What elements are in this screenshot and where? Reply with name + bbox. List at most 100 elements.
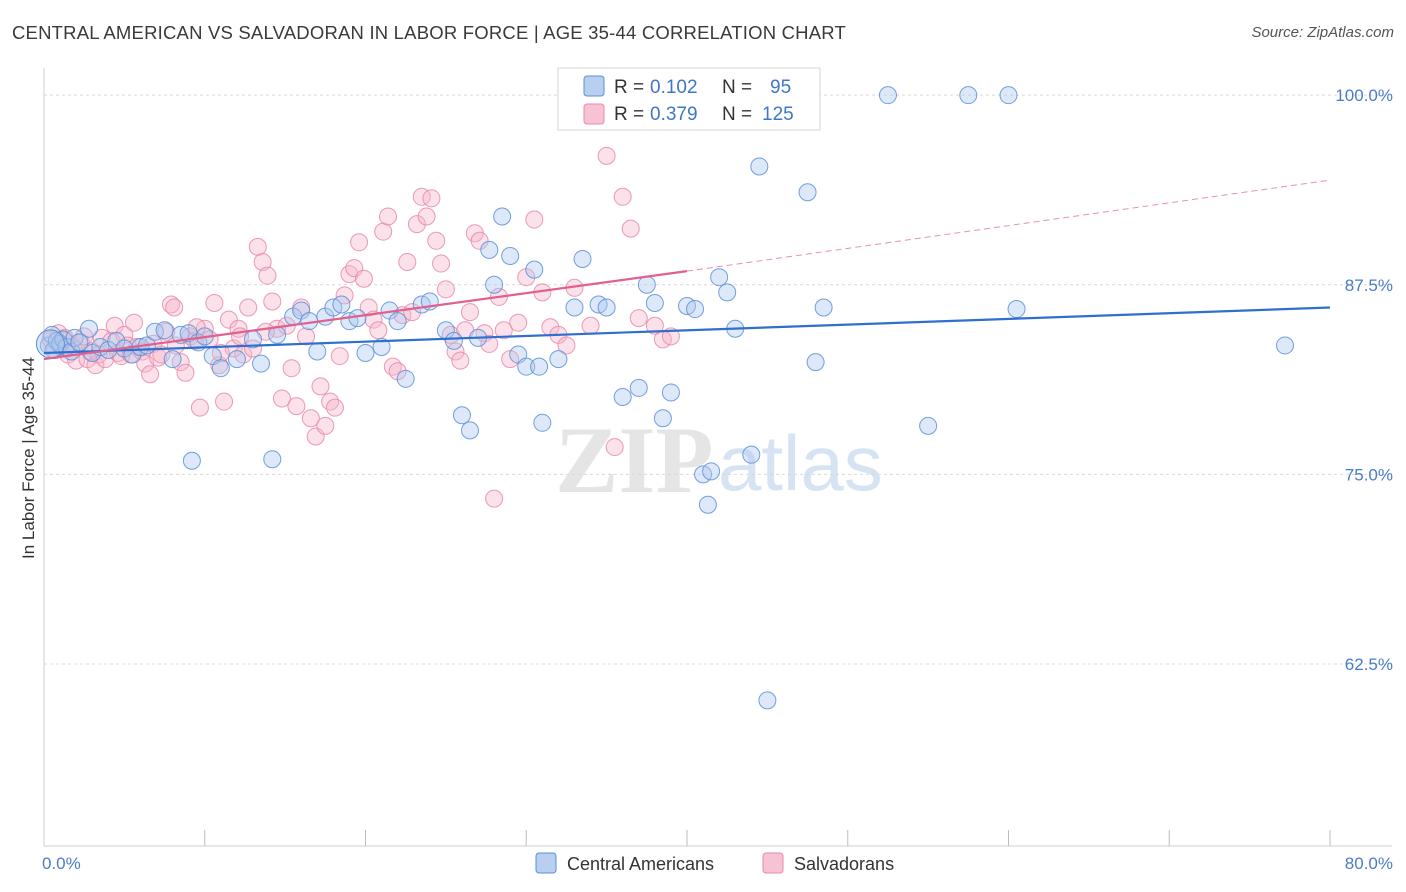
x-ticks: [204, 830, 1331, 846]
central-point-87: [878, 86, 897, 105]
salvadoran-point-49: [243, 339, 262, 358]
grid-lines: [44, 94, 1392, 665]
central-point-91: [1275, 336, 1294, 355]
salvadoran-point-53: [263, 292, 282, 311]
y-axis-label: In Labor Force | Age 35-44: [19, 357, 38, 559]
salvadoran-point-60: [297, 327, 316, 346]
central-trend-line: [43, 306, 1331, 355]
salvadoran-point-32: [161, 295, 180, 314]
central-point-67: [613, 388, 632, 407]
salvadoran-point-48: [239, 298, 258, 317]
y-tick-label-3: 100.0%: [1335, 86, 1393, 105]
salvadoran-point-85: [417, 207, 436, 226]
watermark-zip: ZIP: [555, 407, 713, 513]
legend-top-swatch-salvadoran: [583, 103, 605, 125]
salvadoran-point-66: [325, 398, 344, 417]
central-point-68: [629, 378, 648, 397]
central-point-58: [517, 357, 536, 376]
central-point-85: [806, 353, 825, 372]
legend-top: R = 0.102 N = 95 R = 0.379 N = 125: [557, 67, 821, 131]
salvadoran-point-76: [374, 222, 393, 241]
source-label: Source: ZipAtlas.com: [1251, 24, 1394, 41]
central-point-35: [308, 342, 327, 361]
y-tick-labels: 62.5% 75.0% 87.5% 100.0%: [1335, 86, 1393, 674]
central-point-86: [814, 298, 833, 317]
x-tick-label-max: 80.0%: [1345, 854, 1393, 873]
salvadoran-point-105: [525, 210, 544, 229]
salvadoran-point-61: [301, 409, 320, 428]
central-point-50: [452, 406, 471, 425]
central-point-76: [698, 495, 717, 514]
salvadoran-point-113: [605, 438, 624, 457]
central-point-60: [530, 357, 549, 376]
legend-top-r-label-1: R =: [614, 77, 644, 98]
legend-top-n-label-2: N =: [722, 104, 752, 125]
central-point-64: [573, 249, 592, 268]
central-point-55: [493, 207, 512, 226]
central-point-51: [460, 421, 479, 440]
central-point-90: [1007, 300, 1026, 319]
central-point-71: [653, 409, 672, 428]
salvadoran-point-115: [621, 219, 640, 238]
central-point-27: [211, 359, 230, 378]
salvadoran-point-55: [272, 389, 291, 408]
central-point-89: [999, 86, 1018, 105]
legend-bottom: Central Americans Salvadorans: [535, 852, 894, 874]
legend-top-swatch-central: [583, 75, 605, 97]
central-point-84: [798, 183, 817, 202]
salvadoran-point-17: [105, 316, 124, 335]
central-point-38: [332, 295, 351, 314]
salvadoran-point-58: [287, 397, 306, 416]
salvadoran-point-92: [451, 351, 470, 370]
salvadoran-point-43: [215, 392, 234, 411]
salvadoran-point-117: [645, 316, 664, 335]
salvadoran-point-41: [205, 293, 224, 312]
central-point-69: [637, 275, 656, 294]
salvadoran-point-65: [321, 392, 340, 411]
central-point-54: [485, 275, 504, 294]
central-point-83: [758, 691, 777, 710]
salvadoran-point-71: [350, 233, 369, 252]
salvadoran-point-67: [330, 347, 349, 366]
salvadoran-point-84: [412, 187, 431, 206]
central-point-3: [47, 331, 66, 350]
salvadoran-point-77: [379, 207, 398, 226]
x-tick-label-min: 0.0%: [42, 854, 81, 873]
trend-lines: [43, 179, 1331, 361]
central-point-42: [372, 337, 391, 356]
central-point-30: [252, 354, 271, 373]
salvadoran-point-72: [354, 269, 373, 288]
salvadoran-point-38: [190, 398, 209, 417]
central-point-10: [80, 319, 99, 338]
salvadoran-point-87: [427, 231, 446, 250]
legend-top-n-value-1: 95: [770, 77, 791, 98]
watermark-atlas: atlas: [718, 419, 883, 507]
salvadoran-point-57: [282, 359, 301, 378]
y-tick-label-2: 87.5%: [1345, 276, 1393, 295]
salvadoran-point-23: [125, 313, 144, 332]
salvadoran-point-101: [494, 321, 513, 340]
central-point-66: [597, 298, 616, 317]
salvadoran-point-51: [253, 253, 272, 272]
central-point-28: [227, 350, 246, 369]
central-point-78: [710, 268, 729, 287]
salvadoran-point-73: [359, 298, 378, 317]
central-point-41: [356, 344, 375, 363]
salvadoran-point-103: [509, 313, 528, 332]
watermark: ZIP atlas: [555, 407, 883, 513]
central-point-21: [163, 350, 182, 369]
central-point-72: [661, 383, 680, 402]
salvadoran-point-81: [398, 253, 417, 272]
salvadoran-point-86: [422, 189, 441, 208]
salvadoran-point-35: [176, 363, 195, 382]
salvadoran-point-88: [432, 254, 451, 273]
salvadoran-point-63: [311, 377, 330, 396]
salvadoran-point-94: [460, 303, 479, 322]
central-point-45: [396, 369, 415, 388]
central-point-53: [480, 240, 499, 259]
central-point-44: [388, 312, 407, 331]
central-point-74: [686, 300, 705, 319]
salvadoran-point-116: [629, 309, 648, 328]
salvadoran-point-120: [165, 298, 184, 317]
